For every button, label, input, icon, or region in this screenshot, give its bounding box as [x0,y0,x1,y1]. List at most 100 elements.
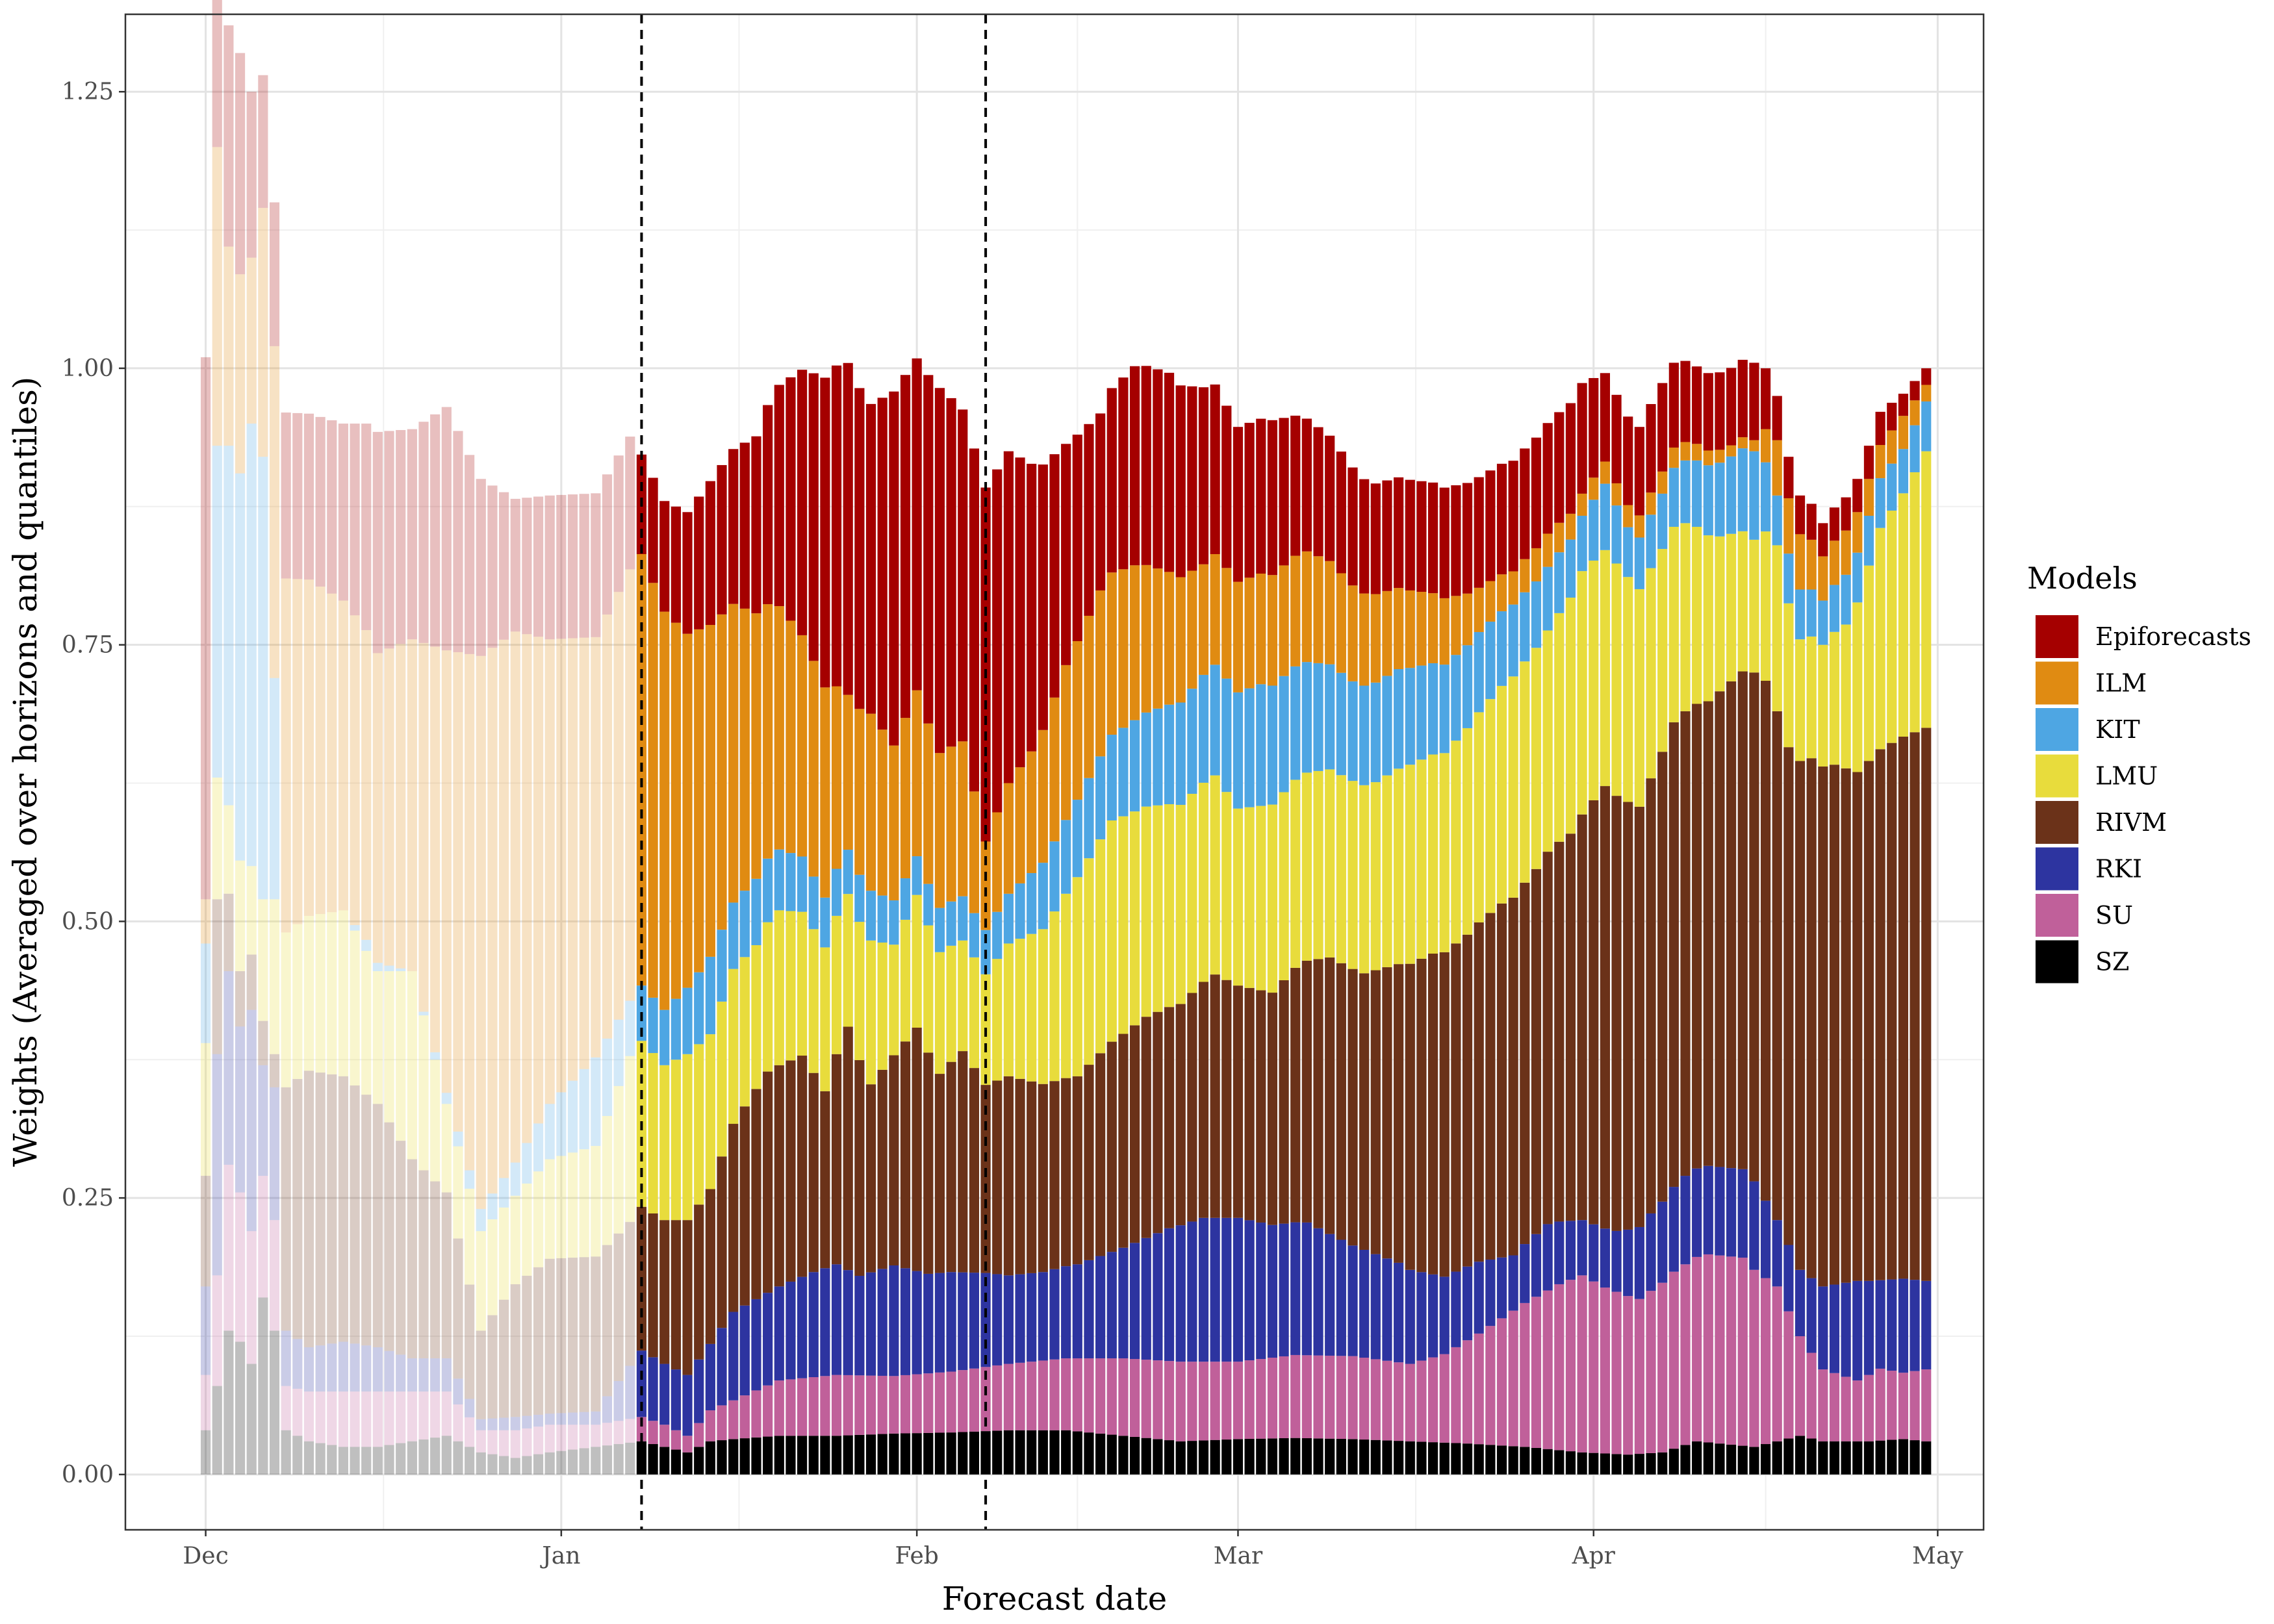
bar-segment-ilm [1416,592,1427,666]
bar-segment-kit [591,1057,601,1147]
bar-segment-rivm [1806,758,1817,1278]
bar-segment-rki [1726,1168,1737,1257]
bar-segment-ilm [1703,450,1713,466]
bar-segment-su [1508,1310,1518,1447]
bar-segment-sz [1668,1449,1679,1475]
bar-segment-ilm [751,613,761,879]
bar-segment-sz [315,1443,326,1475]
bar-segment-rki [636,1351,647,1417]
bar-segment-lmu [476,1231,486,1331]
bar-segment-su [1256,1359,1266,1439]
bar-segment-kit [1496,611,1507,686]
bar-segment-rivm [476,1330,486,1419]
bar-segment-kit [923,883,934,926]
bar-segment-sz [1600,1453,1610,1475]
bar-segment-kit [854,874,865,922]
bar-segment-su [1680,1264,1691,1445]
bar-segment-lmu [1623,577,1633,802]
bar-segment-kit [1198,674,1209,783]
bar-segment-rivm [1680,711,1691,1176]
legend-swatch-su [2036,894,2078,937]
bar-segment-rivm [338,1076,349,1342]
bar-segment-lmu [1187,793,1197,993]
bar-segment-ilm [544,639,555,1104]
bar-segment-rivm [1795,761,1806,1270]
bar-segment-rki [1863,1280,1874,1375]
bar-segment-rivm [1462,934,1473,1267]
bar-segment-kit [831,869,842,916]
bar-segment-lmu [235,860,246,972]
bar-segment-lmu [1256,806,1266,991]
bar-segment-su [1198,1362,1209,1441]
bar-segment-rivm [1749,672,1759,1182]
bar-segment-su [1715,1255,1725,1444]
bar-segment-sz [1267,1438,1278,1475]
bar-segment-epiforecasts [694,496,704,629]
bar-segment-epiforecasts [1198,387,1209,565]
legend-label-ilm: ILM [2095,669,2147,698]
bar-segment-sz [1485,1445,1496,1475]
bar-segment-epiforecasts [1841,497,1851,531]
bar-segment-ilm [728,603,739,903]
bar-segment-lmu [1646,568,1656,779]
bar-segment-lmu [786,911,796,1061]
legend-swatch-rivm [2036,801,2078,844]
bar-segment-kit [1027,873,1037,934]
bar-segment-ilm [1921,385,1932,402]
bar-segment-sz [212,1386,222,1475]
bar-segment-su [1175,1362,1186,1441]
bar-segment-ilm [1531,548,1542,582]
bar-segment-epiforecasts [591,493,601,637]
bar-segment-epiforecasts [923,375,934,724]
bar-segment-kit [877,895,888,943]
bar-segment-su [1336,1356,1346,1440]
bar-segment-rki [1095,1256,1106,1359]
bar-segment-epiforecasts [1095,413,1106,590]
bar-segment-epiforecasts [246,92,257,258]
bar-segment-sz [1496,1445,1507,1475]
bar-segment-ilm [763,604,773,859]
bar-segment-su [1646,1291,1656,1453]
bar-segment-ilm [1118,569,1129,728]
bar-segment-rivm [1038,1084,1048,1273]
bar-segment-epiforecasts [820,377,830,688]
bar-segment-rki [544,1414,555,1425]
bar-segment-lmu [1783,603,1794,748]
bar-segment-su [430,1391,441,1438]
bar-segment-lmu [1118,816,1129,1034]
bar-segment-rivm [327,1074,337,1344]
bar-segment-rki [1646,1213,1656,1291]
bar-segment-lmu [1382,775,1392,967]
bar-segment-rivm [1118,1034,1129,1248]
bar-segment-rivm [1496,903,1507,1258]
bar-segment-su [487,1430,498,1454]
bar-segment-rivm [533,1267,544,1415]
bar-segment-su [1542,1290,1553,1449]
bar-segment-rki [1313,1228,1323,1356]
bar-segment-rivm [591,1256,601,1412]
bar-segment-lmu [763,922,773,1072]
bar-segment-su [1106,1358,1117,1435]
bar-segment-lmu [728,969,739,1124]
bar-segment-rki [1267,1224,1278,1358]
bar-segment-su [969,1368,980,1432]
bar-segment-epiforecasts [1210,384,1220,555]
bar-segment-lmu [992,959,1003,1081]
bar-segment-su [1875,1368,1885,1441]
bar-segment-rki [969,1273,980,1369]
bar-segment-ilm [465,653,475,1171]
bar-segment-epiforecasts [430,414,441,647]
bar-segment-rki [591,1411,601,1425]
bar-segment-lmu [1095,839,1106,1054]
bar-segment-lmu [1680,523,1691,711]
bar-segment-sz [430,1438,441,1475]
bar-segment-rki [441,1358,452,1392]
bar-segment-kit [958,896,968,941]
bar-segment-kit [865,891,876,941]
bar-segment-ilm [705,625,715,957]
bar-segment-epiforecasts [980,487,991,842]
bar-segment-rki [1783,1245,1794,1312]
bar-segment-lmu [1496,685,1507,904]
bar-segment-kit [441,1093,452,1104]
bar-segment-epiforecasts [1003,451,1014,783]
